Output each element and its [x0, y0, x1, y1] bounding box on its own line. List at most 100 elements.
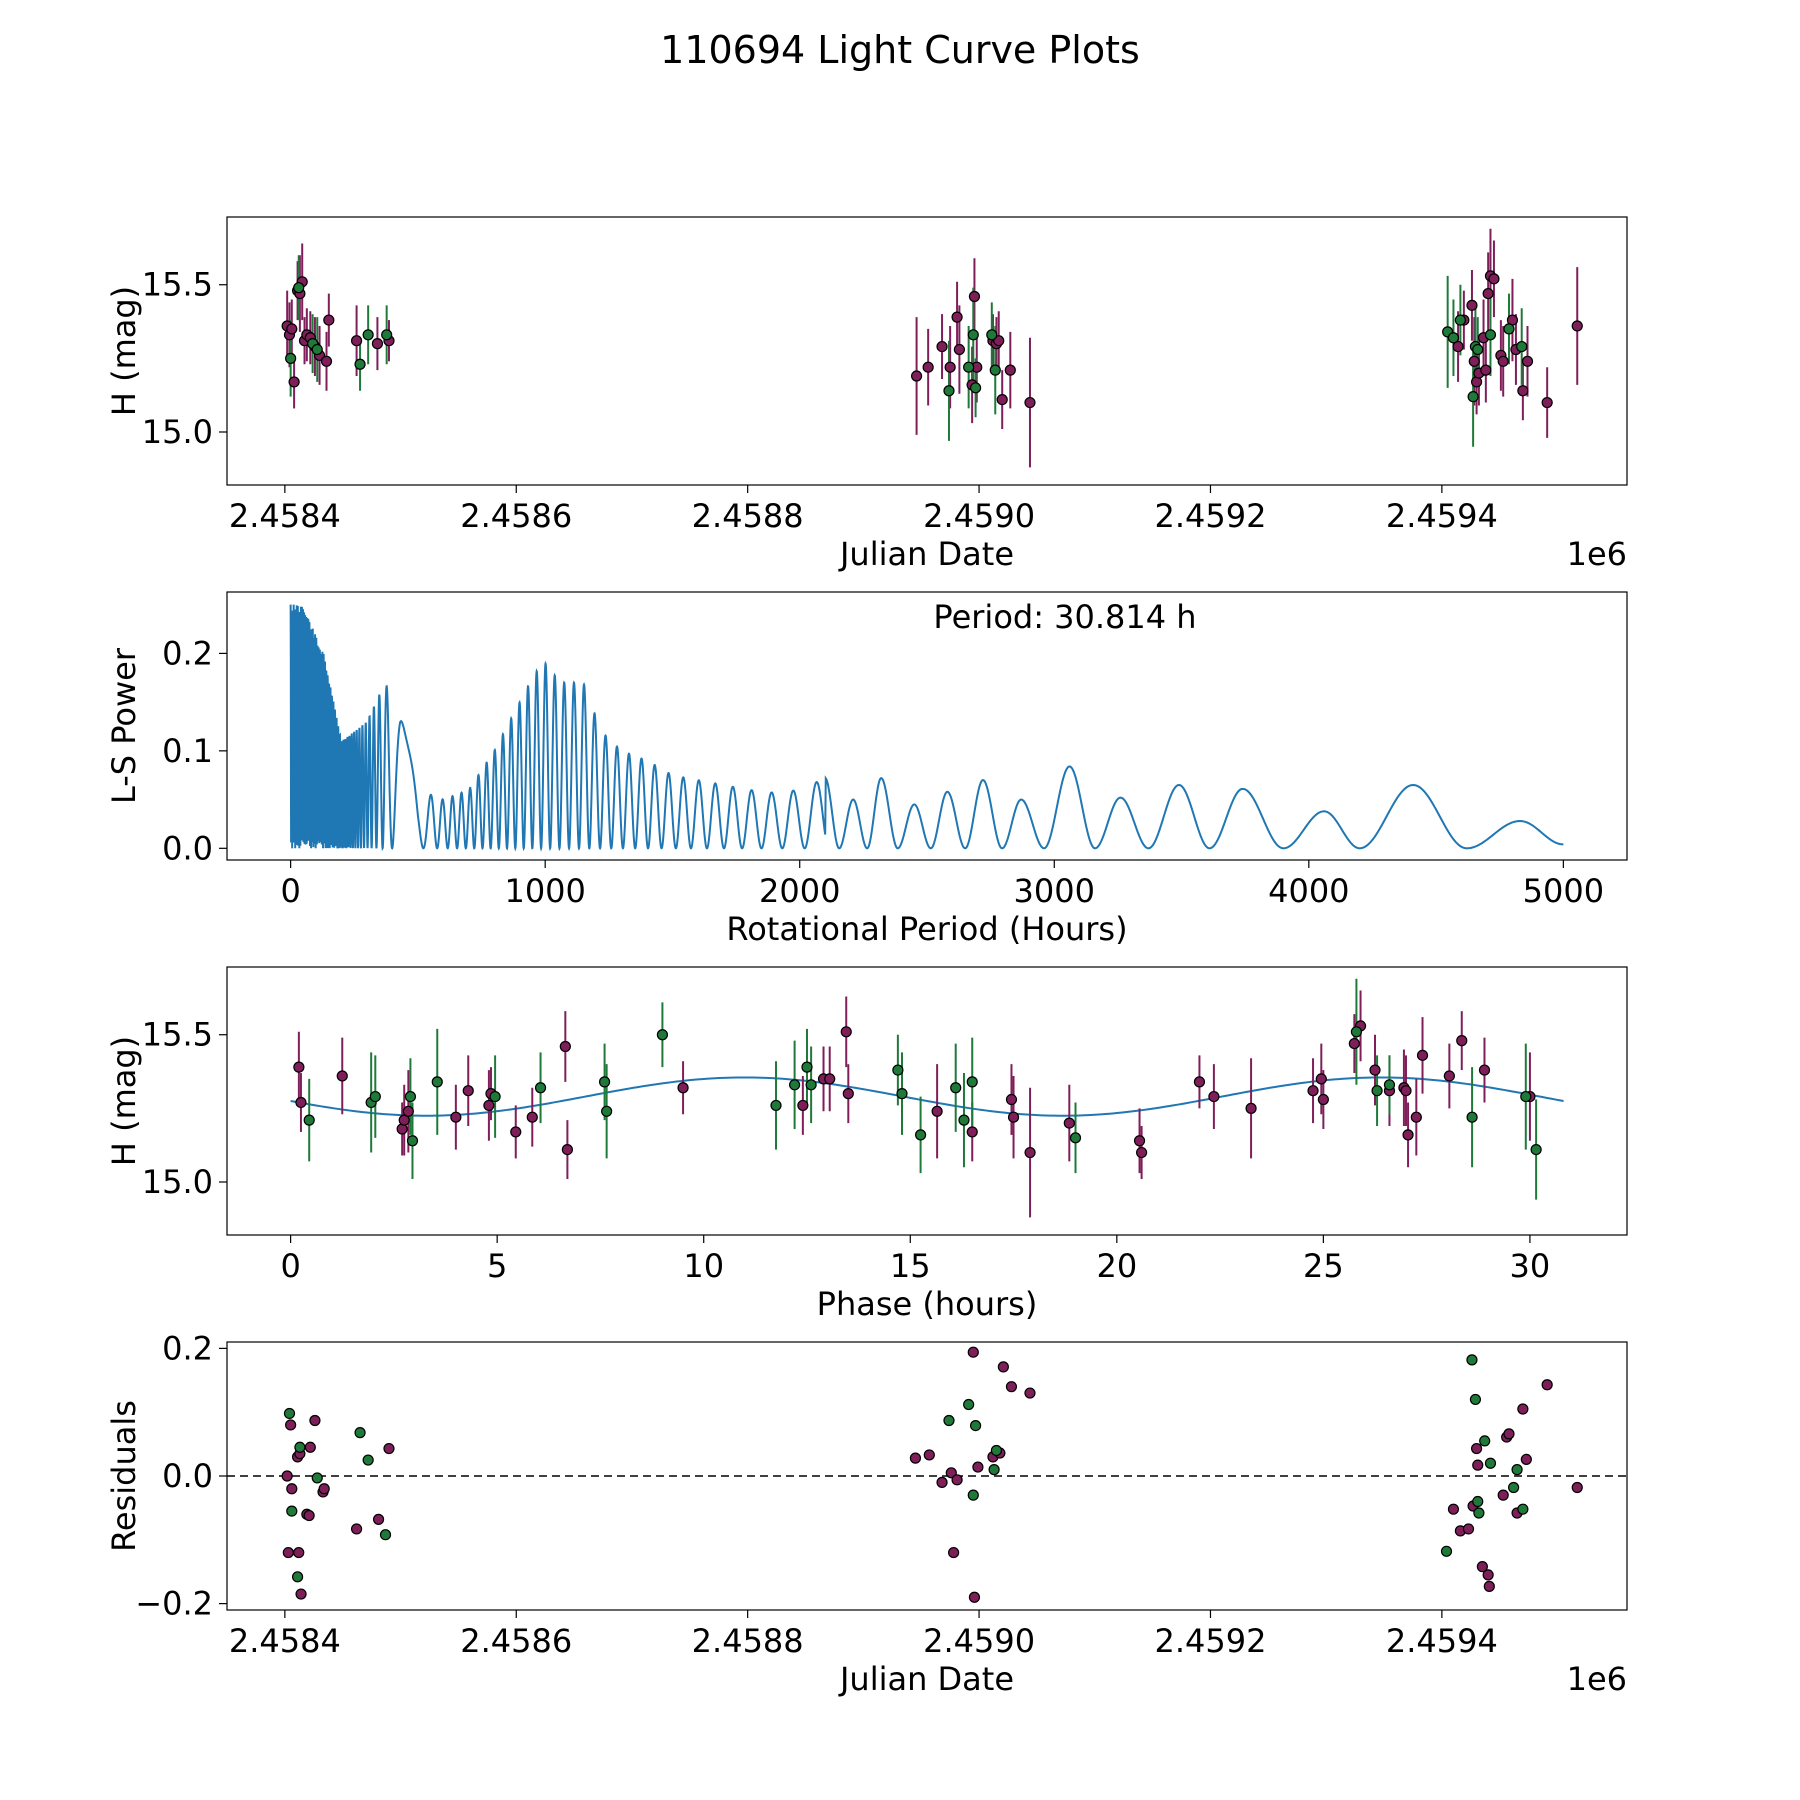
- residuals-point-filter-purple: [1483, 1580, 1495, 1592]
- phase-fold-ytick-label: 15.0: [142, 1163, 213, 1201]
- residuals-point-filter-purple: [285, 1419, 297, 1431]
- lightcurve-plot-area: [281, 228, 1583, 468]
- residuals-point-filter-green: [1469, 1393, 1482, 1406]
- phase-fold-frame: [226, 966, 1628, 1236]
- lightcurve-point-filter-purple: [1004, 364, 1016, 376]
- lightcurve-ytick-label: 15.0: [142, 413, 213, 451]
- periodogram-ytick-label: 0.1: [162, 732, 213, 770]
- residuals-point-filter-green: [1472, 1495, 1484, 1508]
- lightcurve-xtick-label: 2.4592: [1154, 497, 1266, 535]
- residuals-point-filter-green: [291, 1571, 304, 1583]
- phase-fold-point-filter-purple: [483, 1099, 495, 1112]
- lightcurve-ytick-label: 15.5: [142, 266, 213, 304]
- phase-fold-point-filter-purple: [336, 1070, 348, 1082]
- lightcurve-point-filter-purple: [944, 361, 956, 373]
- phase-fold-point-filter-green: [1069, 1132, 1082, 1144]
- residuals-point-filter-purple: [968, 1591, 981, 1603]
- residuals-point-filter-green: [354, 1427, 366, 1439]
- phase-fold-point-filter-purple: [1456, 1035, 1468, 1047]
- lightcurve-point-filter-purple: [936, 340, 948, 353]
- lightcurve-point-filter-purple: [910, 370, 923, 382]
- residuals-point-filter-purple: [1541, 1379, 1553, 1391]
- phase-fold-point-filter-purple: [1063, 1117, 1075, 1129]
- residuals-point-filter-purple: [282, 1546, 294, 1559]
- residuals-point-filter-purple: [1447, 1503, 1460, 1515]
- residuals-point-filter-green: [963, 1398, 975, 1411]
- phase-fold-point-filter-purple: [450, 1111, 462, 1123]
- lightcurve-ylabel: H (mag): [105, 286, 143, 416]
- lightcurve-point-filter-purple: [1480, 364, 1492, 376]
- lightcurve-point-filter-purple: [1571, 320, 1583, 332]
- lightcurve-point-filter-purple: [1488, 273, 1500, 285]
- residuals-xtick-label: 2.4594: [1386, 1622, 1498, 1660]
- phase-fold-point-filter-purple: [561, 1143, 573, 1156]
- phase-fold-xtick-label: 5: [487, 1247, 507, 1285]
- lightcurve-point-filter-green: [362, 329, 374, 341]
- phase-fold-point-filter-purple: [398, 1114, 410, 1126]
- lightcurve-point-filter-green: [1516, 340, 1528, 353]
- residuals-point-filter-green: [1479, 1435, 1491, 1447]
- periodogram-ytick-label: 0.2: [162, 634, 213, 672]
- phase-fold-point-filter-purple: [510, 1126, 522, 1138]
- periodogram-period-annotation: Period: 30.814 h: [933, 598, 1196, 636]
- phase-fold-model-curve: [290, 1076, 1564, 1117]
- lightcurve-point-filter-green: [1447, 332, 1460, 344]
- residuals-point-filter-purple: [936, 1476, 948, 1488]
- lightcurve-xtick-label: 2.4594: [1386, 497, 1498, 535]
- phase-fold-xlabel: Phase (hours): [817, 1285, 1038, 1323]
- phase-fold-point-filter-purple: [1348, 1037, 1360, 1050]
- phase-fold-point-filter-green: [1530, 1143, 1542, 1156]
- residuals-point-filter-purple: [1517, 1403, 1529, 1415]
- residuals-point-filter-purple: [967, 1346, 979, 1358]
- phase-fold-point-filter-purple: [1315, 1073, 1327, 1085]
- residuals-point-filter-purple: [309, 1414, 321, 1427]
- phase-fold-point-filter-purple: [1478, 1064, 1491, 1076]
- phase-fold-point-filter-purple: [462, 1085, 474, 1097]
- lightcurve-point-filter-green: [969, 382, 982, 394]
- lightcurve-point-filter-purple: [996, 393, 1008, 406]
- phase-fold-point-filter-green: [303, 1114, 315, 1126]
- lightcurve-point-filter-green: [1484, 329, 1497, 341]
- phase-fold-point-filter-green: [1350, 1026, 1363, 1038]
- phase-fold-point-filter-purple: [966, 1126, 978, 1138]
- residuals-point-filter-purple: [1482, 1569, 1494, 1581]
- lightcurve-point-filter-purple: [1452, 340, 1464, 353]
- residuals-point-filter-green: [362, 1454, 374, 1466]
- periodogram-ytick-label: 0.0: [162, 829, 213, 867]
- phase-fold-point-filter-green: [1466, 1111, 1478, 1123]
- periodogram-xtick-label: 4000: [1268, 872, 1349, 910]
- lightcurve-point-filter-purple: [288, 376, 300, 388]
- phase-fold-point-filter-purple: [1410, 1111, 1422, 1123]
- residuals-point-filter-purple: [304, 1441, 316, 1453]
- phase-fold-point-filter-purple: [824, 1073, 836, 1085]
- lightcurve-axes: 2.4584 2.4586 2.4588 2.4590 2.4592 2.4594 15.0…: [105, 216, 1628, 573]
- phase-fold-point-filter-purple: [1136, 1146, 1148, 1159]
- phase-fold-point-filter-green: [770, 1099, 782, 1112]
- residuals-point-filter-purple: [1503, 1428, 1515, 1440]
- residuals-point-filter-purple: [286, 1483, 298, 1495]
- residuals-xtick-label: 2.4592: [1154, 1622, 1266, 1660]
- lightcurve-point-filter-purple: [953, 343, 965, 356]
- residuals-xtick-label: 2.4588: [692, 1622, 804, 1660]
- phase-fold-point-filter-purple: [1024, 1146, 1036, 1159]
- lightcurve-point-filter-purple: [951, 311, 963, 323]
- lightcurve-point-filter-purple: [1521, 355, 1534, 367]
- lightcurve-point-filter-green: [293, 282, 305, 294]
- phase-fold-ylabel: H (mag): [105, 1036, 143, 1166]
- phase-fold-point-filter-purple: [840, 1026, 852, 1038]
- lightcurve-xtick-label: 2.4588: [692, 497, 804, 535]
- phase-fold-point-filter-green: [406, 1135, 419, 1147]
- phase-fold-point-filter-green: [601, 1105, 613, 1117]
- residuals-point-filter-purple: [372, 1513, 385, 1525]
- residuals-point-filter-purple: [383, 1442, 395, 1455]
- figure-title: 110694 Light Curve Plots: [660, 28, 1140, 72]
- periodogram-ylabel: L-S Power: [105, 647, 143, 804]
- residuals-ytick-label: 0.0: [162, 1457, 213, 1495]
- phase-fold-point-filter-green: [914, 1129, 927, 1141]
- phase-fold-point-filter-purple: [293, 1061, 305, 1073]
- residuals-point-filter-green: [1511, 1464, 1523, 1476]
- lightcurve-point-filter-purple: [1517, 385, 1529, 397]
- lightcurve-point-filter-green: [989, 364, 1001, 376]
- periodogram-xtick-label: 2000: [759, 872, 840, 910]
- lightcurve-point-filter-green: [1467, 391, 1479, 403]
